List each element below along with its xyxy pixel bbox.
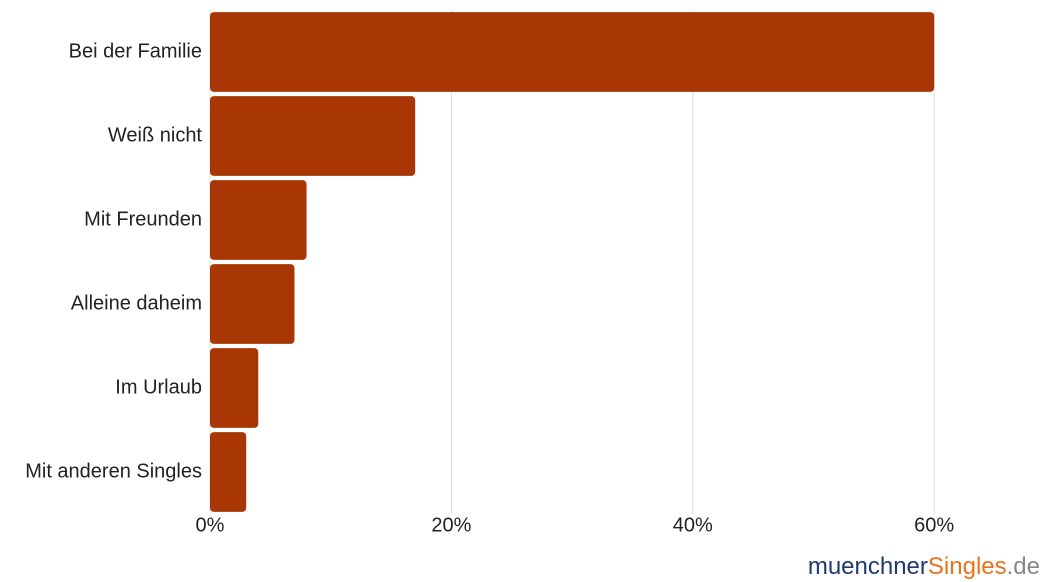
x-tick-label: 0% [196, 514, 225, 536]
category-label: Alleine daheim [71, 292, 202, 314]
bar [210, 432, 247, 512]
logo-part: .de [1007, 553, 1040, 580]
logo: muenchnerSingles.de [808, 553, 1040, 580]
bar [210, 264, 295, 344]
logo-part: Singles [928, 553, 1007, 580]
x-tick-label: 40% [673, 514, 713, 536]
bar [210, 180, 307, 260]
category-label: Bei der Familie [69, 40, 202, 62]
bars [210, 12, 935, 512]
category-label: Mit Freunden [84, 208, 202, 230]
bar [210, 348, 259, 428]
category-label: Im Urlaub [115, 376, 202, 398]
x-tick-label: 20% [431, 514, 471, 536]
category-label: Mit anderen Singles [25, 460, 202, 482]
bar [210, 96, 416, 176]
bar [210, 12, 935, 92]
x-tick-label: 60% [914, 514, 954, 536]
category-label: Weiß nicht [108, 124, 203, 146]
logo-part: muenchner [808, 553, 928, 580]
grid [209, 10, 935, 514]
